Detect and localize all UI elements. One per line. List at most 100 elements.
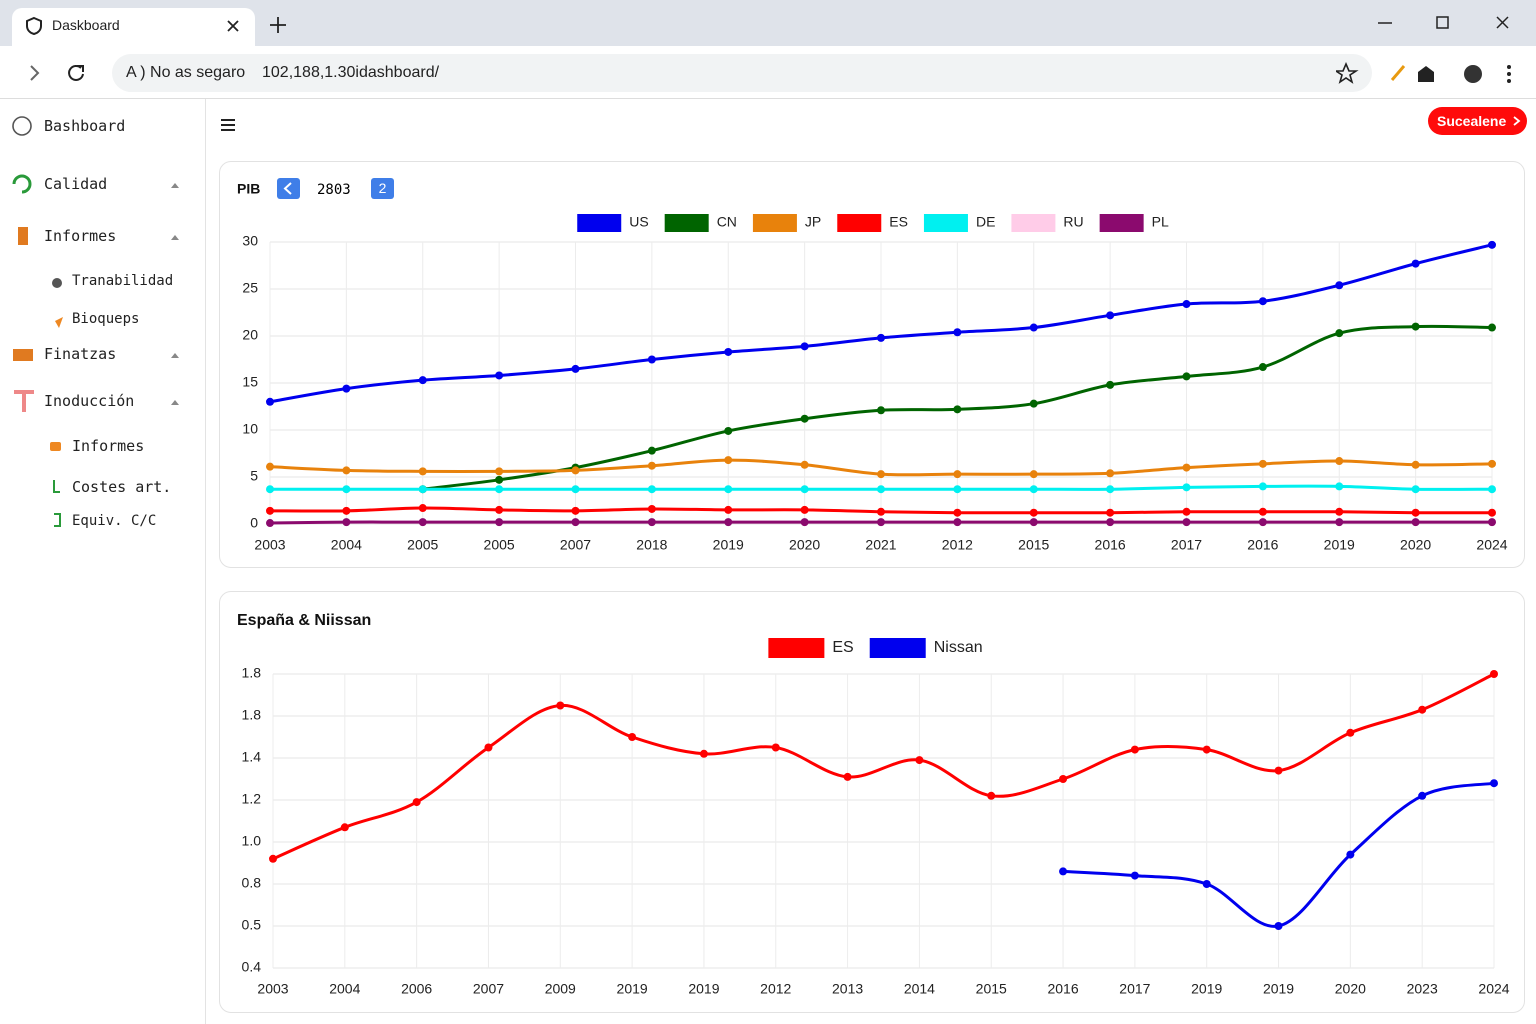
data-point <box>647 461 656 470</box>
nav-item[interactable]: Calidad <box>44 175 108 193</box>
data-point <box>877 333 885 342</box>
data-point <box>1346 728 1355 737</box>
tab-icon <box>26 16 42 36</box>
toolbar-icons[interactable] <box>1336 62 1526 86</box>
data-point <box>1488 323 1496 332</box>
data-point <box>800 414 809 423</box>
window-controls[interactable] <box>1370 10 1520 36</box>
data-point <box>418 504 427 513</box>
data-point <box>269 854 277 863</box>
data-point <box>1029 399 1038 408</box>
nav-item[interactable]: Inoducción <box>44 392 135 410</box>
data-point <box>1029 518 1038 527</box>
legend-label: ES <box>832 639 853 656</box>
address-bar[interactable] <box>112 54 1372 92</box>
data-point <box>342 506 351 515</box>
data-point <box>877 406 885 415</box>
data-point <box>1335 281 1344 290</box>
nav-subitem[interactable]: Equiv. C/C <box>72 513 157 529</box>
data-point <box>800 342 809 351</box>
data-point <box>1411 485 1420 494</box>
x-tick-label: 2024 <box>1478 981 1509 997</box>
data-point <box>418 518 427 527</box>
data-point <box>1258 297 1267 306</box>
new-tab[interactable] <box>269 16 287 34</box>
data-point <box>1182 372 1191 381</box>
data-point <box>571 518 580 527</box>
data-point <box>1418 705 1427 714</box>
x-tick-label: 2020 <box>1335 981 1366 997</box>
pager-prev[interactable] <box>277 178 300 199</box>
data-point <box>915 756 924 765</box>
y-tick-label: 10 <box>242 421 258 437</box>
tab-close[interactable] <box>226 19 240 33</box>
security-chip[interactable]: A ) No as segaro <box>126 64 246 81</box>
data-point <box>1488 508 1496 517</box>
x-tick-label: 2005 <box>484 537 515 553</box>
legend-swatch <box>1099 214 1144 232</box>
data-point <box>571 466 580 475</box>
nav-buttons[interactable] <box>24 62 94 84</box>
y-tick-label: 20 <box>242 327 258 343</box>
y-tick-label: 5 <box>250 468 258 484</box>
data-point <box>647 355 656 364</box>
data-point <box>1418 791 1427 800</box>
legend-label: PL <box>1152 214 1169 230</box>
data-point <box>1335 457 1344 466</box>
nav-subitem[interactable]: Informes <box>72 437 145 455</box>
nav-subitem[interactable]: Bioqueps <box>72 311 140 327</box>
legend-swatch <box>664 214 709 232</box>
header-button-label[interactable]: Sucealene <box>1437 113 1507 129</box>
data-point <box>843 772 852 781</box>
header-button[interactable] <box>1428 107 1527 135</box>
menu-toggle[interactable] <box>220 117 236 133</box>
data-point <box>1488 459 1496 468</box>
y-tick-label: 0.8 <box>242 875 262 891</box>
data-point <box>647 446 656 455</box>
chart-title: PIB <box>237 181 260 197</box>
data-point <box>800 505 809 514</box>
data-point <box>266 462 274 471</box>
data-point <box>953 328 962 337</box>
data-point <box>1274 922 1283 930</box>
header-button-arrow <box>1513 116 1521 126</box>
data-point <box>495 485 504 494</box>
data-point <box>771 743 780 752</box>
pager-prev-icon <box>283 182 292 195</box>
sidebar-icons <box>12 116 179 527</box>
data-point <box>953 485 962 494</box>
nav-subitem[interactable]: Costes art. <box>72 478 172 496</box>
x-tick-label: 2019 <box>713 537 744 553</box>
data-point <box>1182 518 1191 527</box>
x-tick-label: 2004 <box>329 981 360 997</box>
legend-label: ES <box>889 214 908 230</box>
legend-label: JP <box>805 214 821 230</box>
y-tick-label: 1.4 <box>242 749 262 765</box>
legend-swatch <box>752 214 797 232</box>
data-point <box>800 460 809 469</box>
nav-item[interactable]: Informes <box>44 227 117 245</box>
data-point <box>1335 329 1344 338</box>
data-point <box>953 508 962 517</box>
nav-subitem[interactable]: Tranabilidad <box>72 273 174 289</box>
data-point <box>571 506 580 515</box>
data-point <box>724 485 733 494</box>
data-point <box>877 485 885 494</box>
data-point <box>412 798 421 807</box>
tab[interactable] <box>12 8 255 46</box>
x-tick-label: 2016 <box>1247 537 1278 553</box>
data-point <box>1029 323 1038 332</box>
nav-item[interactable]: Bashboard <box>44 117 126 135</box>
data-point <box>953 470 962 479</box>
x-tick-label: 2005 <box>407 537 438 553</box>
data-point <box>800 518 809 527</box>
data-point <box>1258 507 1267 516</box>
x-tick-label: 2013 <box>832 981 863 997</box>
data-point <box>340 823 349 832</box>
tab-title: Daskboard <box>52 17 120 33</box>
pager-page[interactable]: 2 <box>371 178 394 199</box>
y-tick-label: 15 <box>242 374 258 390</box>
data-point <box>342 384 351 393</box>
nav-item[interactable]: Finatzas <box>44 345 117 363</box>
